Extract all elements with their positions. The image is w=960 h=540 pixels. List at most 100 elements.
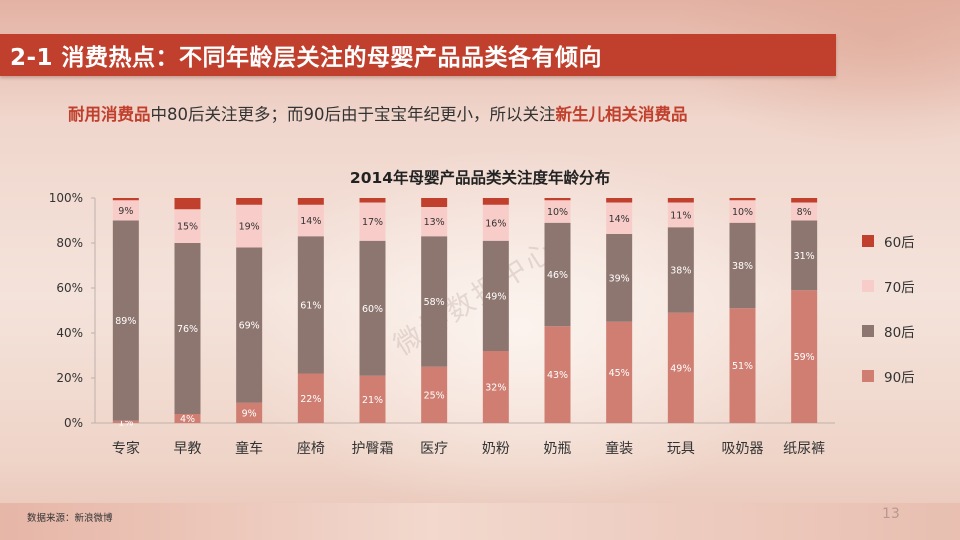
x-category-label: 专家: [112, 440, 140, 457]
bar-segment: [297, 236, 324, 374]
bar-segment: [297, 198, 324, 205]
bar-segment: [791, 198, 818, 203]
page-number: 13: [882, 506, 900, 522]
bar-segment: [791, 220, 818, 291]
legend-label-80: 80后: [884, 324, 915, 341]
legend-item-90: 90后: [862, 353, 915, 398]
data-label: 21%: [362, 395, 383, 406]
bar-segment: [606, 202, 633, 234]
slide-title: 2-1 消费热点：不同年龄层关注的母婴产品品类各有倾向: [10, 45, 603, 71]
data-label: 19%: [239, 222, 260, 233]
legend-swatch-80: [862, 324, 874, 337]
legend-item-80: 80后: [862, 308, 915, 353]
data-label: 11%: [670, 210, 691, 221]
legend-label-70: 70后: [884, 279, 915, 296]
data-label: 10%: [732, 207, 753, 218]
legend-label-60: 60后: [884, 234, 915, 251]
data-label: 10%: [547, 207, 568, 218]
data-label: 43%: [547, 370, 568, 381]
data-label: 69%: [239, 321, 260, 332]
data-label: 58%: [424, 297, 445, 308]
data-label: 13%: [424, 217, 445, 228]
footer-strip: [0, 503, 960, 540]
bar-segment: [791, 290, 818, 423]
bar-segment: [606, 234, 633, 322]
x-category-label: 早教: [174, 441, 202, 457]
legend-item-70: 70后: [862, 263, 915, 308]
bar-segment: [359, 375, 386, 423]
data-label: 60%: [362, 304, 383, 315]
legend-item-60: 60后: [862, 218, 915, 263]
bar-segment: [112, 420, 139, 423]
data-label: 49%: [670, 363, 691, 374]
data-label: 14%: [300, 216, 321, 227]
bar-segment: [112, 200, 139, 221]
y-tick-label: 0%: [64, 416, 83, 430]
subtitle-highlight-2: 新生儿相关消费品: [555, 105, 688, 124]
bar-segment: [667, 198, 694, 203]
chart-title: 2014年母婴产品品类关注度年龄分布: [349, 169, 611, 187]
y-tick-label: 40%: [56, 326, 83, 340]
bar-segment: [791, 202, 818, 221]
chart-legend: 60后 70后 80后 90后: [862, 218, 915, 398]
data-label: 17%: [362, 217, 383, 228]
bar-segment: [421, 207, 448, 237]
x-category-label: 奶瓶: [544, 441, 572, 457]
bar-segment: [421, 198, 448, 207]
bar-segment: [421, 236, 448, 367]
legend-swatch-70: [862, 279, 874, 292]
legend-swatch-90: [862, 369, 874, 382]
bar-segment: [544, 198, 571, 201]
bar-segment: [174, 414, 201, 423]
data-label: 8%: [797, 207, 812, 218]
data-label: 45%: [609, 368, 630, 379]
bar-segment: [667, 202, 694, 228]
bar-segment: [236, 402, 263, 423]
data-label: 61%: [300, 300, 321, 311]
data-label: 38%: [732, 261, 753, 272]
x-category-label: 玩具: [667, 441, 695, 457]
y-tick-label: 20%: [56, 371, 83, 385]
bar-segment: [544, 222, 571, 327]
bar-segment: [359, 240, 386, 376]
bar-segment: [729, 200, 756, 223]
bar-segment: [174, 198, 201, 210]
data-label: 32%: [485, 383, 506, 394]
data-label: 39%: [609, 273, 630, 284]
data-label: 31%: [794, 251, 815, 262]
data-label: 9%: [118, 206, 133, 217]
x-category-label: 童装: [605, 440, 633, 457]
bar-segment: [112, 220, 139, 421]
y-tick-label: 100%: [49, 191, 83, 205]
bar-segment: [359, 198, 386, 203]
bar-segment: [297, 204, 324, 237]
bar-segment: [544, 326, 571, 423]
data-source: 数据来源：新浪微博: [27, 513, 113, 524]
data-label: 46%: [547, 270, 568, 281]
data-label: 15%: [177, 222, 198, 233]
bar-segment: [174, 209, 201, 243]
x-category-label: 童车: [235, 440, 263, 457]
bar-segment: [359, 202, 386, 241]
slide-subtitle: 耐用消费品中80后关注更多；而90后由于宝宝年纪更小，所以关注新生儿相关消费品: [68, 101, 688, 125]
x-category-label: 护臀霜: [352, 441, 394, 457]
bar-segment: [297, 373, 324, 423]
bar-segment: [174, 243, 201, 414]
bar-segment: [236, 204, 263, 248]
data-label: 49%: [485, 291, 506, 302]
bar-segment: [482, 240, 509, 351]
bar-segment: [729, 222, 756, 309]
bar-segment: [482, 351, 509, 423]
data-label: 1%: [118, 417, 133, 428]
bar-segment: [667, 312, 694, 423]
bar-segment: [606, 321, 633, 423]
data-label: 16%: [485, 218, 506, 229]
subtitle-highlight-1: 耐用消费品: [68, 105, 151, 124]
title-bar: 2-1 消费热点：不同年龄层关注的母婴产品品类各有倾向: [0, 34, 836, 76]
bar-segment: [667, 227, 694, 313]
x-category-label: 医疗: [420, 441, 448, 457]
bar-segment: [729, 308, 756, 423]
data-label: 9%: [242, 408, 257, 419]
data-label: 4%: [180, 414, 195, 425]
data-label: 25%: [424, 390, 445, 401]
